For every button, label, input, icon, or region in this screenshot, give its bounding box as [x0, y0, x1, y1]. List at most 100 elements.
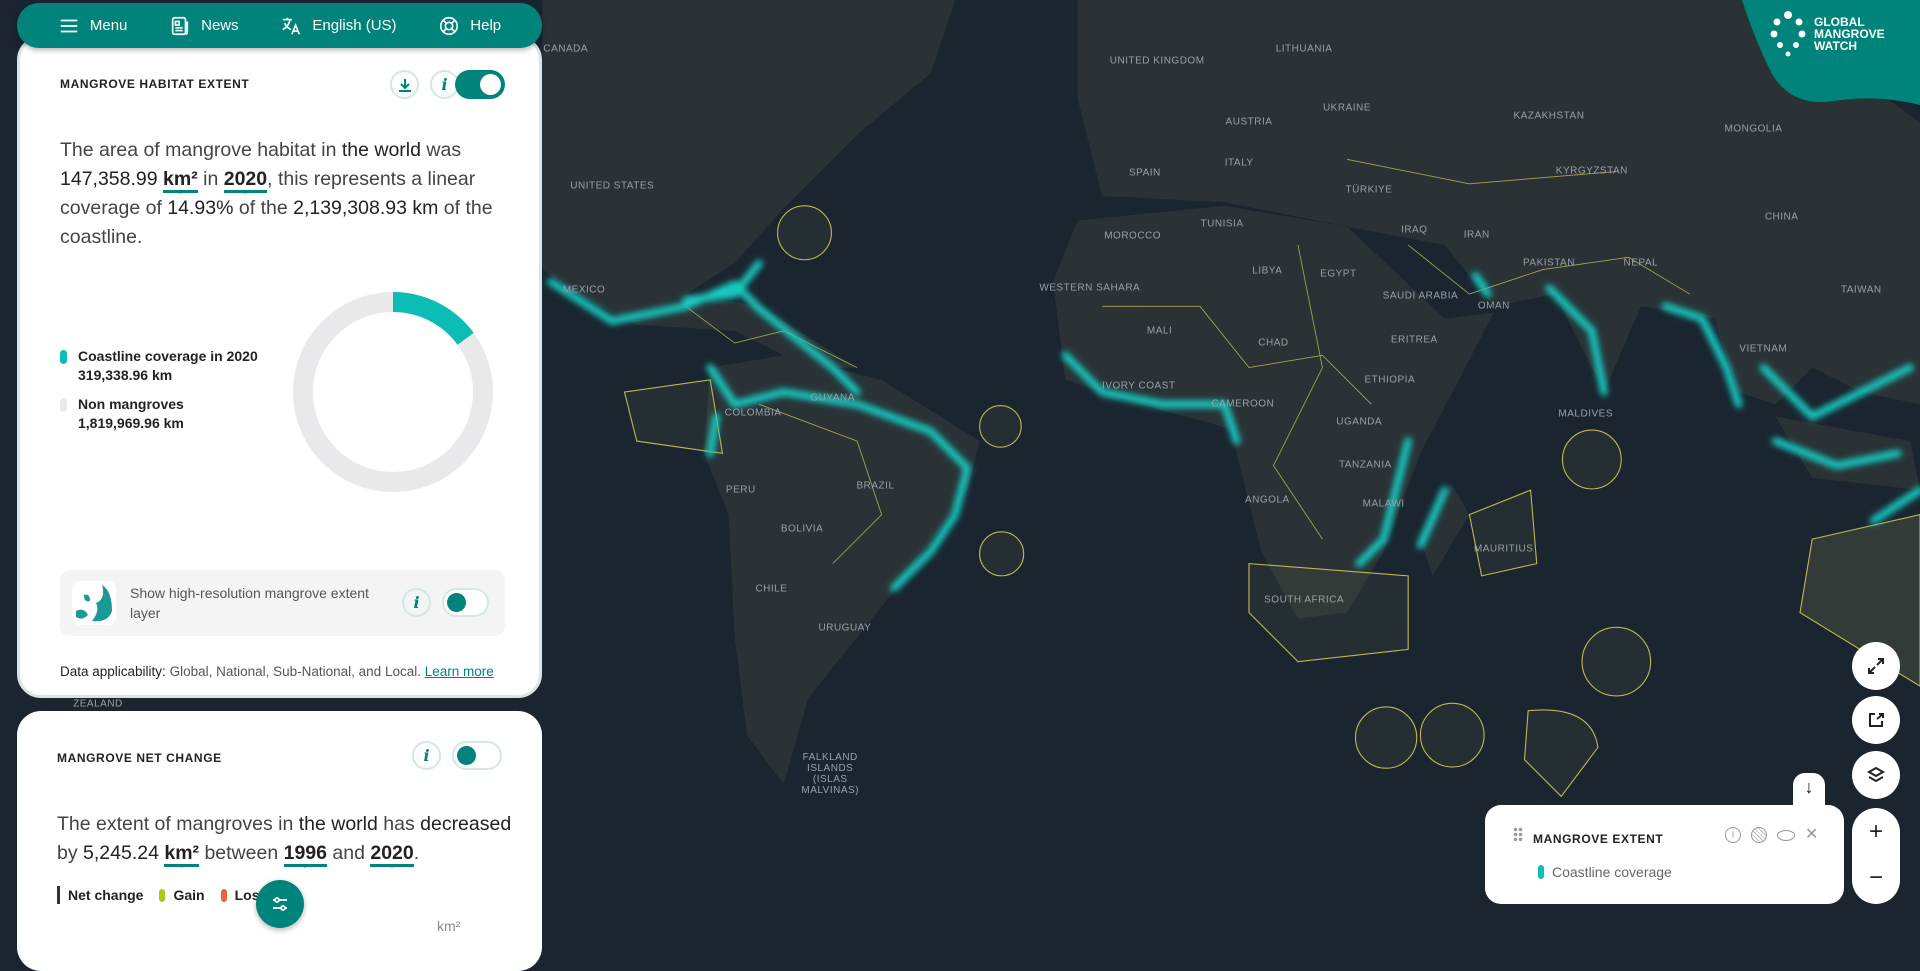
sliders-icon [273, 897, 287, 911]
landmass [542, 0, 1920, 785]
map-label: TUNISIA [1200, 218, 1244, 230]
share-button[interactable] [1852, 696, 1900, 744]
help-button[interactable]: Help [438, 15, 501, 37]
map-label: MEXICO [562, 284, 606, 296]
widgets-settings-button[interactable] [256, 880, 304, 928]
end-year-selector[interactable]: 2020 [370, 842, 414, 867]
newspaper-icon [171, 16, 189, 35]
expand-icon [1868, 658, 1884, 674]
info-icon: i [413, 593, 420, 612]
map-label: TÜRKIYE [1345, 184, 1393, 196]
map-label: LIBYA [1252, 265, 1283, 277]
legend-item-non-mangroves: Non mangroves 1,819,969.96 km [60, 395, 184, 433]
widget-title: MANGROVE HABITAT EXTENT [60, 77, 250, 91]
hires-thumbnail-icon [72, 581, 116, 625]
map-label: NEPAL [1623, 257, 1659, 269]
eez-boundaries [623, 205, 1920, 798]
map-label: GUYANA [810, 392, 855, 404]
info-icon[interactable]: i [1725, 827, 1741, 843]
map-label: CHILE [755, 583, 788, 595]
hires-info-button[interactable]: i [402, 588, 431, 617]
map-label: ANGOLA [1245, 494, 1290, 506]
map-label: MOROCCO [1104, 230, 1162, 242]
net-change-content: The extent of mangroves in the world has… [57, 810, 527, 934]
map-label: CAMEROON [1211, 398, 1275, 410]
map-label: PAKISTAN [1522, 257, 1575, 269]
map-label: BOLIVIA [780, 523, 824, 535]
map-label: SOUTH AFRICA [1264, 594, 1345, 606]
data-applicability: Data applicability: Global, National, Su… [60, 664, 494, 679]
map-label: MALDIVES [1558, 408, 1613, 420]
legend-gain: Gain [159, 886, 205, 904]
map-label: URUGUAY [818, 622, 872, 634]
habitat-summary: The area of mangrove habitat in the worl… [60, 139, 493, 248]
download-icon [398, 78, 411, 92]
year-selector[interactable]: 2020 [223, 168, 268, 193]
menu-label: Menu [89, 17, 128, 34]
map-label: CANADA [543, 43, 589, 55]
hires-toggle[interactable] [442, 588, 489, 617]
map-label: SAUDI ARABIA [1382, 290, 1459, 302]
menu-button[interactable]: Menu [58, 15, 128, 37]
language-label: English (US) [312, 17, 397, 34]
layers-icon [1866, 766, 1886, 783]
map-label: UNITED KINGDOM [1109, 55, 1205, 67]
map-label: PERU [725, 484, 756, 496]
map-label: CHAD [1258, 337, 1289, 349]
learn-more-link[interactable]: Learn more [424, 664, 494, 679]
download-button[interactable] [390, 70, 419, 99]
layer-toggle[interactable] [452, 741, 502, 770]
map-label: ERITREA [1390, 334, 1438, 346]
map-label: ETHIOPIA [1364, 374, 1416, 386]
hamburger-icon [60, 19, 78, 32]
legend-item-label: Coastline coverage [1552, 864, 1672, 880]
zoom-control: + − [1852, 808, 1900, 904]
widget-title: MANGROVE NET CHANGE [57, 751, 222, 765]
map-label: UKRAINE [1322, 102, 1371, 114]
map-label: ITALY [1224, 157, 1254, 169]
map-legend: MANGROVE EXTENT i ✕ Coastline coverage [1485, 805, 1844, 904]
legend-title: MANGROVE EXTENT [1533, 832, 1664, 846]
news-label: News [201, 17, 239, 34]
coverage-donut-chart [293, 292, 493, 492]
top-nav: Menu News English (US) Help [17, 3, 542, 48]
map-label: MALI [1146, 325, 1173, 337]
map-label: AUSTRIA [1225, 116, 1273, 128]
share-icon [1869, 713, 1884, 727]
zoom-in-button[interactable]: + [1868, 818, 1883, 845]
info-icon: i [423, 746, 430, 765]
hires-label: Show high-resolution mangrove extent lay… [130, 585, 369, 621]
map-label: MAURITIUS [1473, 543, 1534, 555]
unit-selector[interactable]: km² [164, 842, 200, 867]
layer-toggle[interactable] [455, 70, 505, 99]
layers-button[interactable] [1852, 751, 1900, 799]
drag-handle-icon[interactable] [1513, 827, 1523, 841]
unit-selector[interactable]: km² [163, 168, 198, 193]
map-label: BRAZIL [856, 480, 895, 492]
map-label: TANZANIA [1338, 459, 1392, 471]
map-label: MONGOLIA [1724, 123, 1783, 135]
opacity-icon[interactable] [1751, 827, 1767, 843]
map-label: VIETNAM [1739, 343, 1788, 355]
country-borders [685, 158, 1691, 564]
arrow-down-icon: ↓ [1804, 777, 1814, 797]
fullscreen-button[interactable] [1852, 642, 1900, 690]
map-label: MALAWI [1362, 498, 1405, 510]
eye-icon[interactable] [1777, 830, 1795, 841]
map-label: COLOMBIA [724, 407, 782, 419]
logo[interactable]: GLOBAL MANGROVE WATCH [1770, 10, 1885, 58]
legend-item-coverage: Coastline coverage in 2020 319,338.96 km [60, 347, 258, 385]
zoom-out-button[interactable]: − [1868, 864, 1883, 891]
news-button[interactable]: News [169, 15, 239, 37]
language-button[interactable]: English (US) [280, 15, 397, 37]
info-button[interactable]: i [412, 741, 441, 770]
legend-actions: i ✕ [1725, 827, 1818, 843]
map-label: OMAN [1477, 300, 1510, 312]
map-label: SPAIN [1129, 167, 1161, 179]
close-icon[interactable]: ✕ [1805, 826, 1819, 843]
map-label: CHINA [1764, 211, 1799, 223]
start-year-selector[interactable]: 1996 [283, 842, 327, 867]
coverage-swatch [1538, 865, 1544, 879]
logo-dots-icon [1770, 11, 1806, 57]
hires-layer-row: Show high-resolution mangrove extent lay… [60, 570, 505, 636]
